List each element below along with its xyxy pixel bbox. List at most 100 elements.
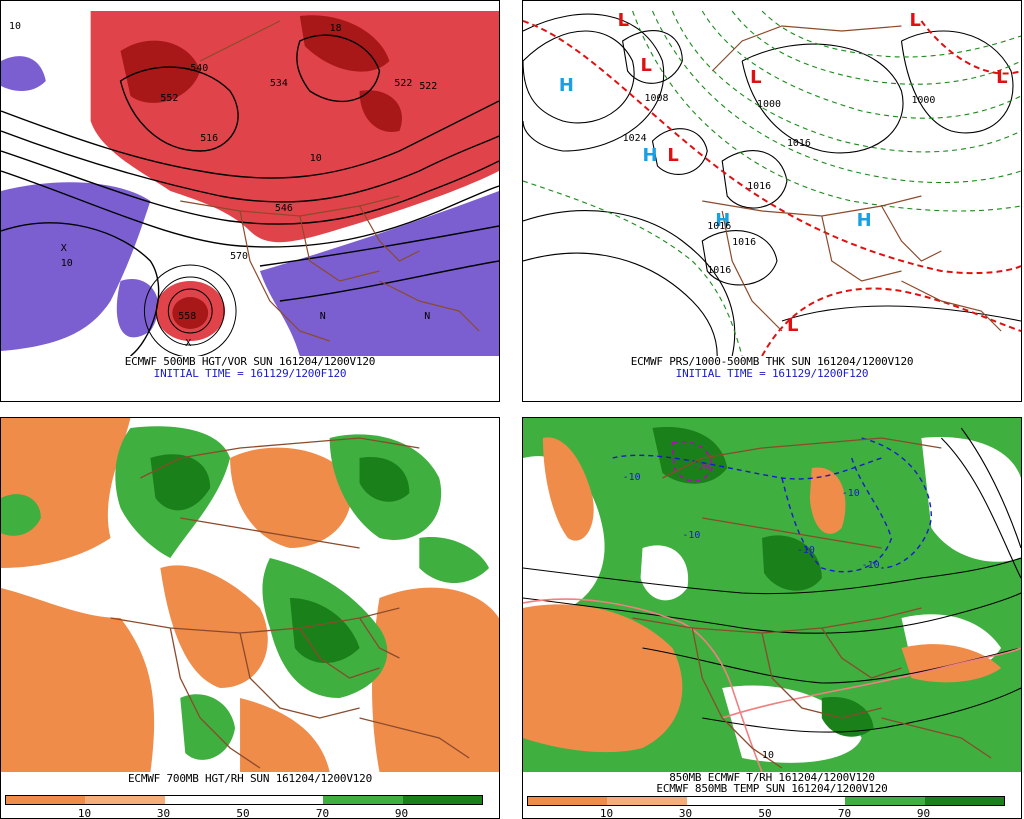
vorticity-map: 10 552 558 546 570 N 10 18 522 522 540 5… — [1, 1, 499, 356]
contour-labels: 10 552 558 546 570 N 10 18 522 522 540 5… — [9, 21, 437, 349]
isobar-label: 1016 — [707, 265, 731, 276]
contour-label: 516 — [200, 133, 218, 144]
neg-vorticity-area — [116, 279, 159, 338]
isobar-label: 1024 — [623, 133, 647, 144]
t850-map: -10 -10 -20 -10 -10 -10 10 — [523, 418, 1021, 772]
colorbar-segment — [924, 797, 1004, 805]
political-borders — [110, 437, 470, 769]
contour-label: N — [424, 311, 430, 322]
temperature-label: -10 — [862, 560, 880, 571]
panel-title: ECMWF 500MB HGT/VOR SUN 161204/1200V120 — [124, 355, 376, 368]
colorbar-tick: 30 — [678, 807, 693, 819]
high-pressure-marker: H — [643, 145, 658, 166]
vorticity-max — [359, 90, 402, 132]
high-pressure-marker: H — [857, 210, 872, 231]
isobar-label: 1000 — [757, 99, 781, 110]
isobar-label: 1016 — [787, 138, 811, 149]
low-pressure-marker: L — [787, 315, 798, 336]
cutoff-low-contours — [143, 264, 237, 356]
panel-title: ECMWF PRS/1000-500MB THK SUN 161204/1200… — [630, 355, 914, 368]
temperature-label: -10 — [682, 530, 700, 541]
isobar-label: 1016 — [747, 181, 771, 192]
colorbar-tick: 90 — [394, 807, 409, 819]
political-borders — [702, 25, 1002, 332]
contour-label: N — [320, 311, 326, 322]
contour-label: 534 — [270, 78, 288, 89]
colorbar-segment — [164, 796, 244, 804]
contour-label: 558 — [178, 311, 196, 322]
below-freezing-contours — [612, 437, 933, 573]
colorbar-segment — [85, 796, 165, 804]
isobars — [523, 13, 1021, 356]
colorbar-segment — [402, 796, 482, 804]
colorbar-tick: 50 — [758, 807, 772, 819]
panel-850mb-temp-rh: -10 -10 -20 -10 -10 -10 10 850MB ECMWF T… — [522, 417, 1022, 819]
pressure-centers: H H H H L L L L L L L — [559, 10, 1008, 336]
temperature-label: 10 — [762, 750, 774, 761]
high-pressure-marker: H — [715, 210, 730, 231]
colorbar-segment — [765, 797, 846, 805]
colorbar-segment — [686, 797, 766, 805]
vorticity-map-svg: 10 552 558 546 570 N 10 18 522 522 540 5… — [1, 11, 499, 356]
colorbar-ticks: 10 30 50 70 90 — [527, 807, 1003, 819]
colorbar-ticks: 10 30 50 70 90 — [5, 807, 481, 819]
political-borders — [180, 20, 480, 342]
contour-label: 570 — [230, 251, 248, 262]
contour-label: 10 — [61, 258, 73, 269]
panel-pressure-thickness: H H H H L L L L L L L 1008 1000 1024 101… — [522, 0, 1022, 402]
height-contours — [1, 34, 499, 356]
cutoff-low-core — [172, 297, 209, 329]
temperature-contours — [523, 427, 1021, 733]
low-pressure-marker: L — [996, 67, 1007, 88]
isobar-label: 1016 — [732, 237, 756, 248]
panel-subtitle: ECMWF 850MB TEMP SUN 161204/1200V120 — [656, 782, 888, 795]
colorbar-segment — [323, 796, 403, 804]
contour-label: X — [61, 243, 67, 254]
cold-core-contour — [671, 441, 713, 482]
colorbar-segment — [607, 797, 687, 805]
low-pressure-marker: L — [909, 10, 920, 31]
colorbar-segment — [243, 796, 324, 804]
temperature-labels: -10 -10 -20 -10 -10 -10 10 — [623, 462, 880, 761]
pressure-map: H H H H L L L L L L L 1008 1000 1024 101… — [523, 1, 1021, 356]
thickness-lines — [523, 10, 1021, 356]
temperature-label: -10 — [842, 488, 860, 499]
political-borders — [632, 437, 992, 769]
temperature-label: -10 — [797, 545, 815, 556]
initial-time: INITIAL TIME = 161129/1200F120 — [675, 367, 869, 380]
contour-label: 522 — [394, 78, 412, 89]
panel-title: 850MB ECMWF T/RH 161204/1200V120 — [669, 771, 875, 784]
panel-700mb-rh: ECMWF 700MB HGT/RH SUN 161204/1200V120 1… — [0, 417, 500, 819]
colorbar-segment — [6, 796, 86, 804]
very-moist-areas — [652, 427, 874, 737]
isobar-labels: 1008 1000 1024 1016 1016 1016 1000 1016 … — [623, 93, 936, 276]
dry-areas — [523, 437, 1002, 753]
rh-colorbar — [527, 796, 1005, 806]
vorticity-max — [120, 40, 201, 103]
freezing-line — [523, 598, 1021, 772]
contour-label: 540 — [190, 63, 208, 74]
panel-500mb-vorticity: 10 552 558 546 570 N 10 18 522 522 540 5… — [0, 0, 500, 402]
colorbar-tick: 30 — [156, 807, 171, 819]
low-pressure-marker: L — [618, 10, 629, 31]
t850-map-svg: -10 -10 -20 -10 -10 -10 10 — [523, 418, 1021, 772]
low-pressure-marker: L — [641, 55, 652, 76]
rh700-map — [1, 418, 499, 772]
high-pressure-marker: H — [559, 75, 574, 96]
low-pressure-marker: L — [667, 145, 678, 166]
low-pressure-marker: L — [750, 67, 761, 88]
neg-vorticity-area — [259, 191, 499, 356]
vorticity-max — [299, 15, 390, 72]
neg-vorticity-area — [1, 56, 46, 91]
contour-label: 522 — [419, 81, 437, 92]
contour-label: 552 — [160, 93, 178, 104]
rh700-map-svg — [1, 418, 499, 772]
contour-label: 546 — [275, 203, 293, 214]
neg-vorticity-area — [1, 182, 151, 351]
panel-title: ECMWF 700MB HGT/RH SUN 161204/1200V120 — [127, 772, 373, 785]
contour-label: X — [185, 338, 191, 349]
colorbar-tick: 10 — [77, 807, 92, 819]
colorbar-tick: 70 — [315, 807, 330, 819]
isobar-label: 1008 — [645, 93, 669, 104]
colorbar-tick: 70 — [837, 807, 852, 819]
